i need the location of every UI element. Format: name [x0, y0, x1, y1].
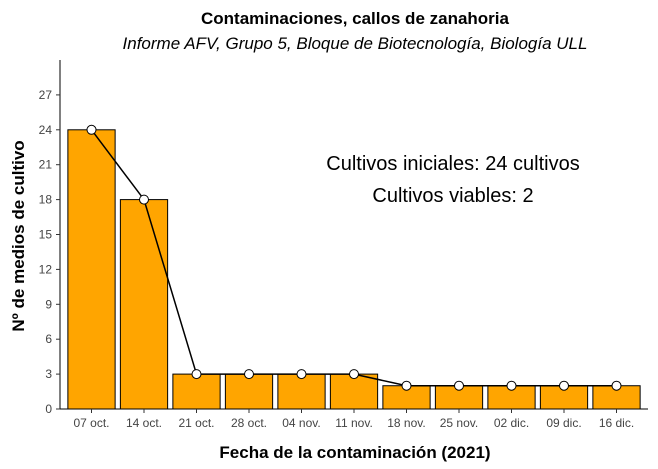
- x-axis-title: Fecha de la contaminación (2021): [219, 443, 490, 462]
- y-tick-label-0: 0: [45, 402, 52, 416]
- y-axis: 0 3 6 9 12 15 18 21 24 27: [39, 60, 61, 416]
- x-tick-label-6: 18 nov.: [387, 416, 425, 430]
- point-1: [139, 194, 149, 205]
- bar-3: [224, 373, 274, 410]
- bar-2: [172, 373, 221, 410]
- point-10: [611, 380, 622, 391]
- y-tick-label-8: 24: [39, 123, 53, 137]
- y-tick-label-1: 3: [45, 367, 52, 381]
- chart-title: Contaminaciones, callos de zanahoria: [201, 9, 510, 28]
- point-3: [244, 369, 254, 380]
- bar-5: [329, 373, 379, 410]
- bar-0: [67, 129, 116, 410]
- chart-subtitle: Informe AFV, Grupo 5, Bloque de Biotecno…: [123, 34, 588, 53]
- y-tick-label-5: 15: [39, 228, 53, 242]
- y-tick-label-6: 18: [39, 193, 53, 207]
- x-tick-label-8: 02 dic.: [494, 416, 529, 430]
- y-tick-label-3: 9: [45, 297, 52, 311]
- x-tick-label-5: 11 nov.: [335, 416, 373, 430]
- x-tick-label-1: 14 oct.: [126, 416, 162, 430]
- point-8: [506, 380, 517, 391]
- y-tick-label-7: 21: [39, 158, 53, 172]
- x-tick-label-3: 28 oct.: [231, 416, 267, 430]
- point-6: [401, 380, 412, 391]
- x-tick-label-0: 07 oct.: [73, 416, 109, 430]
- x-tick-label-4: 04 nov.: [282, 416, 320, 430]
- annotation-initial: Cultivos iniciales: 24 cultivos: [326, 153, 579, 175]
- y-tick-label-4: 12: [39, 262, 53, 276]
- point-9: [559, 380, 569, 391]
- y-tick-label-2: 6: [45, 332, 52, 346]
- x-axis: 07 oct. 14 oct. 21 oct. 28 oct. 04 nov. 11 no…: [60, 408, 648, 430]
- bar-4: [277, 373, 326, 410]
- point-7: [454, 380, 464, 391]
- bar-1: [119, 199, 169, 410]
- annotation-viable: Cultivos viables: 2: [372, 185, 533, 207]
- point-0: [86, 124, 97, 135]
- y-axis-title: Nº de medios de cultivo: [9, 140, 28, 331]
- x-tick-label-9: 09 dic.: [546, 416, 581, 430]
- point-2: [191, 369, 202, 380]
- x-tick-label-2: 21 oct.: [178, 416, 214, 430]
- y-tick-label-9: 27: [39, 88, 53, 102]
- x-tick-label-7: 25 nov.: [440, 416, 478, 430]
- point-5: [349, 369, 359, 380]
- bars-group: [67, 129, 641, 410]
- x-tick-label-10: 16 dic.: [599, 416, 634, 430]
- points-group: [86, 124, 622, 391]
- point-4: [296, 369, 307, 380]
